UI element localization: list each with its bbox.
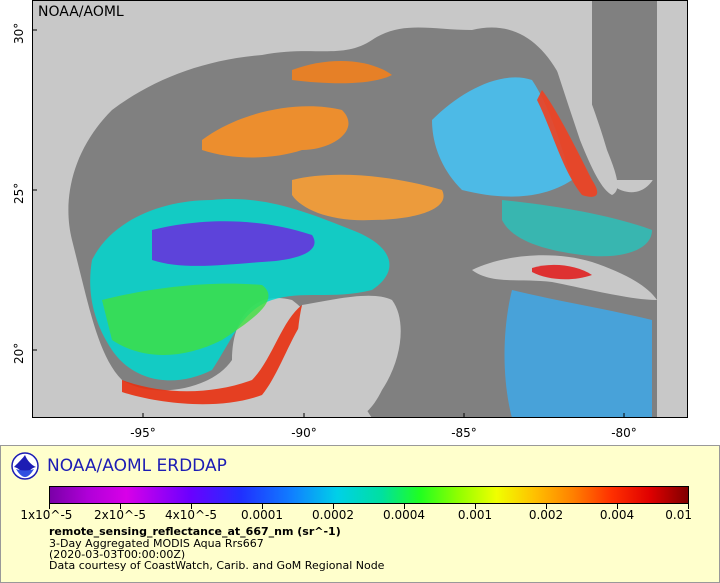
colorbar-tick-label: 0.0002: [312, 508, 354, 522]
colorbar-tick: [546, 504, 547, 509]
x-tick-label: -90°: [291, 426, 317, 440]
reflectance-map: [32, 0, 688, 418]
map-border: [32, 0, 688, 418]
colorbar-tick: [191, 504, 192, 509]
florida-coast-red: [537, 90, 598, 197]
caribbean-swath: [504, 290, 652, 418]
colorbar-tick: [617, 504, 618, 509]
colorbar-tick-label: 1x10^-5: [20, 508, 73, 522]
central-orange-plume: [292, 174, 444, 221]
colorbar-tick-label: 0.004: [599, 508, 635, 522]
y-tick-label: 25°: [12, 182, 26, 204]
yucatan-channel-swath: [502, 200, 652, 257]
x-tick-label: -80°: [611, 426, 637, 440]
florida-peninsula: [552, 45, 618, 195]
northern-orange-plume: [292, 60, 392, 84]
colorbar-tick: [688, 504, 689, 509]
florida-shelf-swath: [432, 77, 572, 197]
dataset-time: (2020-03-03T00:00:00Z): [49, 548, 186, 561]
green-band: [102, 283, 269, 355]
map-panel[interactable]: [32, 0, 688, 418]
colorbar-tick-label: 0.0004: [383, 508, 425, 522]
legend-title: NOAA/AOML ERDDAP: [47, 456, 227, 476]
legend-panel: NOAA/AOML ERDDAP 1x10^-5 2x10^-5 4x10^-5 0.…: [0, 445, 720, 583]
noaa-logo-icon: [11, 452, 39, 480]
y-tick-label: 20°: [12, 342, 26, 364]
x-tick-label: -95°: [130, 426, 156, 440]
dataset-description: 3-Day Aggregated MODIS Aqua Rrs667: [49, 537, 264, 550]
map-watermark: NOAA/AOML: [38, 4, 124, 20]
x-tick-label: -85°: [451, 426, 477, 440]
colorbar-tick-label: 0.002: [528, 508, 564, 522]
colorbar-tick: [262, 504, 263, 509]
data-credit: Data courtesy of CoastWatch, Carib. and …: [49, 559, 385, 572]
colorbar-tick-label: 4x10^-5: [164, 508, 218, 522]
colorbar-tick-label: 2x10^-5: [93, 508, 147, 522]
colorbar-tick-label: 0.01: [665, 508, 693, 522]
cuba-coast-red: [532, 264, 592, 280]
coastal-red-band: [122, 305, 312, 405]
variable-name: remote_sensing_reflectance_at_667_nm (sr…: [49, 525, 341, 538]
out-of-domain-strip: [657, 0, 688, 418]
colorbar-tick-label: 0.0001: [241, 508, 283, 522]
orange-plume: [202, 106, 349, 158]
colorbar-tick: [49, 504, 50, 509]
colorbar-tick: [475, 504, 476, 509]
yucatan-peninsula: [297, 295, 401, 418]
y-tick-label: 30°: [12, 22, 26, 44]
colorbar-tick: [333, 504, 334, 509]
colorbar-tick: [120, 504, 121, 509]
purple-band: [152, 221, 315, 266]
colorbar-tick-label: 0.001: [457, 508, 493, 522]
colorbar: [49, 486, 689, 504]
colorbar-tick: [404, 504, 405, 509]
